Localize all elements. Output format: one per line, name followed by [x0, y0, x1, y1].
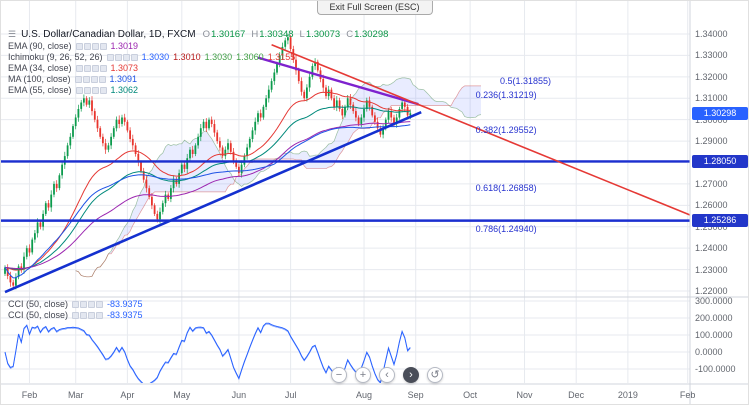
price-axis-label: 1.33000	[695, 50, 728, 61]
indicator-label: EMA (90, close)	[8, 41, 72, 51]
time-axis-label: Jul	[284, 390, 297, 400]
time-axis-label: Apr	[120, 390, 135, 400]
ohlc-values: O1.30167 H1.30348 L1.30073 C1.30298	[203, 29, 389, 40]
price-badge: 1.30298	[692, 106, 748, 120]
ohlc-h: H1.30348	[251, 28, 294, 40]
time-axis-label: Sep	[407, 390, 424, 400]
price-badge: 1.25286	[692, 214, 748, 228]
time-axis-label: Aug	[355, 390, 372, 400]
indicator-action-buttons[interactable]	[75, 86, 107, 94]
price-axis-label: 1.31000	[695, 93, 728, 104]
cci-legend-row[interactable]: CCI (50, close) -83.9375	[8, 299, 143, 309]
indicator-label: EMA (34, close)	[8, 63, 72, 73]
indicator-values: 1.3019	[110, 41, 139, 51]
chart-nav-controls: − + ‹ › ↺	[331, 367, 443, 383]
ohlc-c: C1.30298	[346, 28, 389, 40]
indicator-legend-row[interactable]: EMA (90, close) 1.3019	[8, 41, 388, 51]
time-axis-label: Feb	[21, 390, 38, 400]
time-axis-label: Oct	[463, 390, 478, 400]
indicator-action-buttons[interactable]	[72, 311, 104, 319]
fib-level-label: 0.618(1.26858)	[475, 183, 537, 193]
chart-nav-reset-view-button[interactable]: ↺	[427, 367, 443, 383]
chart-nav-zoom-in-button[interactable]: +	[355, 367, 371, 383]
indicator-values: 1.3091	[109, 74, 138, 84]
cci-label: CCI (50, close)	[8, 310, 69, 320]
symbol-legend-row[interactable]: ☰ U.S. Dollar/Canadian Dollar, 1D, FXCM …	[8, 28, 388, 40]
fib-level-label: 0.5(1.31855)	[500, 75, 552, 86]
chart-nav-scroll-right-button[interactable]: ›	[403, 367, 419, 383]
indicator-action-buttons[interactable]	[74, 75, 106, 83]
indicator-legend-row[interactable]: Ichimoku (9, 26, 52, 26) 1.3030 1.3010 1.30…	[8, 52, 388, 62]
price-axis-label: 1.29000	[695, 136, 728, 147]
time-axis-label: Dec	[568, 390, 585, 400]
indicator-action-buttons[interactable]	[106, 53, 138, 61]
indicator-label: EMA (55, close)	[8, 85, 72, 95]
cci-axis-label: 100.0000	[695, 330, 733, 340]
cci-axis-label: 0.0000	[695, 347, 723, 357]
fib-level-label: 0.786(1.24940)	[475, 224, 537, 234]
indicator-action-buttons[interactable]	[75, 42, 107, 50]
symbol-menu-icon[interactable]: ☰	[8, 28, 17, 39]
symbol-title: U.S. Dollar/Canadian Dollar, 1D, FXCM	[21, 28, 196, 40]
price-axis-label: 1.23000	[695, 264, 728, 275]
time-axis-label: 2019	[617, 390, 638, 400]
indicator-action-buttons[interactable]	[75, 64, 107, 72]
cci-axis-label: -100.0000	[695, 364, 736, 374]
price-axis-label: 1.24000	[695, 243, 728, 254]
ohlc-o: O1.30167	[202, 28, 246, 40]
time-axis-label: Nov	[516, 390, 533, 400]
cci-label: CCI (50, close)	[8, 299, 69, 309]
time-axis-label: Feb	[679, 390, 696, 400]
cci-legend-row[interactable]: CCI (50, close) -83.9375	[8, 310, 143, 320]
cci-value: -83.9375	[107, 310, 143, 320]
cci-legend: CCI (50, close) -83.9375 CCI (50, close) -8…	[8, 299, 143, 321]
chart-nav-scroll-left-button[interactable]: ‹	[379, 367, 395, 383]
price-badge: 1.28050	[692, 154, 748, 168]
time-axis-label: Mar	[67, 390, 84, 400]
indicator-values: 1.3073	[110, 63, 139, 73]
cci-axis-label: 200.0000	[695, 313, 733, 323]
fib-level-label: 0.382(1.29552)	[475, 125, 537, 136]
indicator-label: MA (100, close)	[8, 74, 71, 84]
cci-value: -83.9375	[107, 299, 143, 309]
indicator-values: 1.3062	[110, 85, 139, 95]
price-axis-label: 1.34000	[695, 29, 728, 39]
indicator-legend-row[interactable]: EMA (55, close) 1.3062	[8, 85, 388, 95]
price-axis-label: 1.27000	[695, 178, 728, 189]
indicator-legend-row[interactable]: EMA (34, close) 1.3073	[8, 63, 388, 73]
cci-axis-label: 300.0000	[695, 296, 733, 306]
price-axis-label: 1.32000	[695, 71, 728, 82]
fib-level-label: 0.236(1.31219)	[475, 89, 537, 100]
time-axis-label: May	[173, 390, 191, 400]
indicator-action-buttons[interactable]	[72, 300, 104, 308]
price-axis-label: 1.22000	[695, 286, 728, 296]
indicator-values: 1.3030 1.3010 1.3030 1.3060 1.3155	[141, 52, 296, 62]
chart-nav-zoom-out-button[interactable]: −	[331, 367, 347, 383]
indicator-label: Ichimoku (9, 26, 52, 26)	[8, 52, 103, 62]
exit-fullscreen-tooltip: Exit Full Screen (ESC)	[316, 1, 433, 15]
ohlc-l: L1.30073	[299, 28, 341, 40]
indicator-legend-row[interactable]: MA (100, close) 1.3091	[8, 74, 388, 84]
time-axis-label: Jun	[231, 390, 247, 400]
chart-legend: ☰ U.S. Dollar/Canadian Dollar, 1D, FXCM …	[8, 28, 388, 96]
price-axis-label: 1.26000	[695, 200, 728, 211]
